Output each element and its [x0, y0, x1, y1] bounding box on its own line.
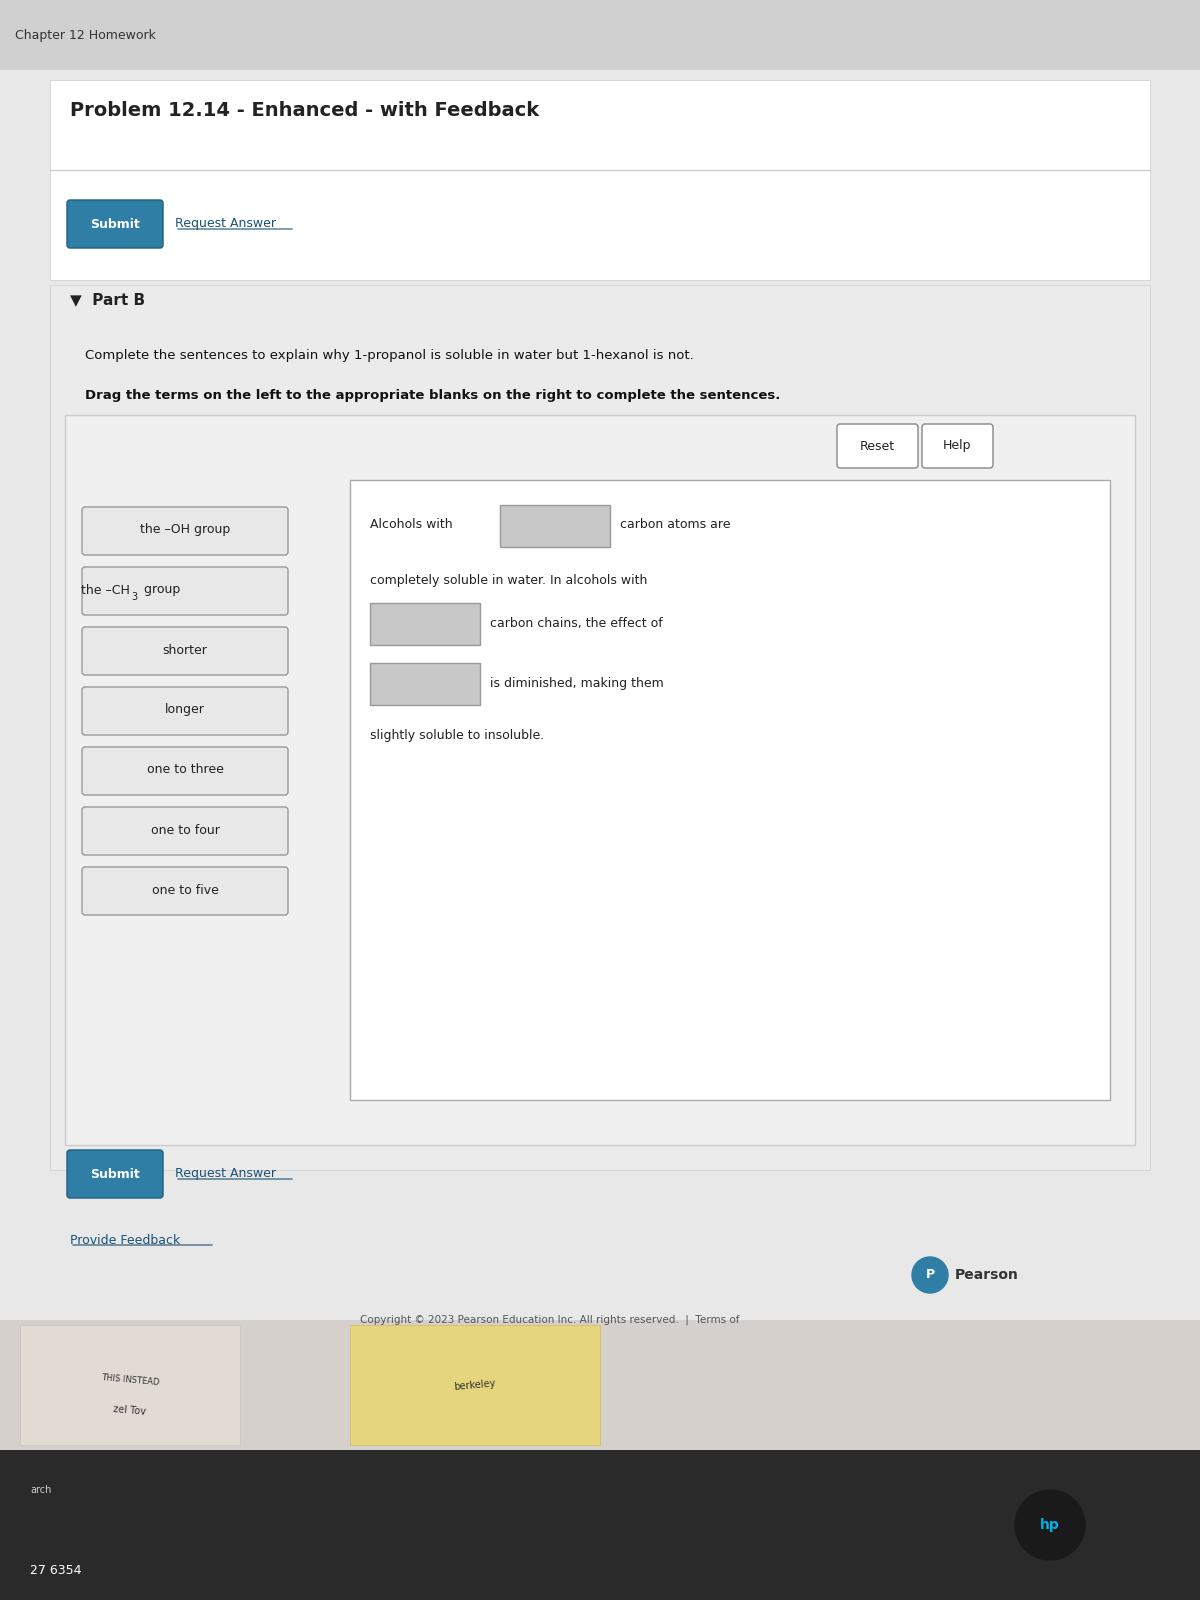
- Text: completely soluble in water. In alcohols with: completely soluble in water. In alcohols…: [370, 573, 647, 587]
- Text: Help: Help: [943, 440, 972, 453]
- FancyBboxPatch shape: [0, 1320, 1200, 1450]
- Text: berkeley: berkeley: [454, 1378, 497, 1392]
- FancyBboxPatch shape: [0, 0, 1200, 70]
- FancyBboxPatch shape: [20, 1325, 240, 1445]
- Text: hp: hp: [1040, 1518, 1060, 1533]
- Text: one to three: one to three: [146, 763, 223, 776]
- Text: 3: 3: [131, 592, 137, 602]
- FancyBboxPatch shape: [82, 507, 288, 555]
- FancyBboxPatch shape: [82, 747, 288, 795]
- FancyBboxPatch shape: [350, 480, 1110, 1101]
- Text: Submit: Submit: [90, 218, 140, 230]
- FancyBboxPatch shape: [82, 806, 288, 854]
- Text: THIS INSTEAD: THIS INSTEAD: [101, 1373, 160, 1387]
- Text: zel Tov: zel Tov: [113, 1403, 146, 1416]
- Text: Reset: Reset: [860, 440, 895, 453]
- Text: Submit: Submit: [90, 1168, 140, 1181]
- FancyBboxPatch shape: [370, 603, 480, 645]
- Text: shorter: shorter: [162, 643, 208, 656]
- FancyBboxPatch shape: [838, 424, 918, 467]
- FancyBboxPatch shape: [50, 285, 1150, 1170]
- Text: Copyright © 2023 Pearson Education Inc. All rights reserved.  |  Terms of: Copyright © 2023 Pearson Education Inc. …: [360, 1315, 739, 1325]
- FancyBboxPatch shape: [67, 200, 163, 248]
- Text: P: P: [925, 1269, 935, 1282]
- Circle shape: [1015, 1490, 1085, 1560]
- Text: Complete the sentences to explain why 1-propanol is soluble in water but 1-hexan: Complete the sentences to explain why 1-…: [85, 349, 694, 362]
- FancyBboxPatch shape: [0, 1450, 1200, 1600]
- Text: the –OH group: the –OH group: [140, 523, 230, 536]
- Text: Request Answer: Request Answer: [175, 218, 276, 230]
- FancyBboxPatch shape: [82, 566, 288, 614]
- FancyBboxPatch shape: [82, 686, 288, 734]
- Text: carbon chains, the effect of: carbon chains, the effect of: [490, 618, 662, 630]
- Text: Problem 12.14 - Enhanced - with Feedback: Problem 12.14 - Enhanced - with Feedback: [70, 101, 539, 120]
- FancyBboxPatch shape: [350, 1325, 600, 1445]
- Text: one to four: one to four: [150, 824, 220, 837]
- FancyBboxPatch shape: [370, 662, 480, 706]
- Text: one to five: one to five: [151, 883, 218, 896]
- Text: is diminished, making them: is diminished, making them: [490, 677, 664, 691]
- FancyBboxPatch shape: [50, 80, 1150, 280]
- FancyBboxPatch shape: [82, 627, 288, 675]
- Text: slightly soluble to insoluble.: slightly soluble to insoluble.: [370, 728, 545, 741]
- Text: Alcohols with: Alcohols with: [370, 518, 452, 531]
- Circle shape: [912, 1258, 948, 1293]
- FancyBboxPatch shape: [500, 506, 610, 547]
- Text: ▼  Part B: ▼ Part B: [70, 293, 145, 307]
- Text: longer: longer: [166, 704, 205, 717]
- Text: group: group: [140, 584, 180, 597]
- FancyBboxPatch shape: [922, 424, 994, 467]
- FancyBboxPatch shape: [65, 414, 1135, 1146]
- Text: Chapter 12 Homework: Chapter 12 Homework: [14, 29, 156, 42]
- Text: the –CH: the –CH: [82, 584, 130, 597]
- Text: Pearson: Pearson: [955, 1267, 1019, 1282]
- Text: Request Answer: Request Answer: [175, 1168, 276, 1181]
- FancyBboxPatch shape: [67, 1150, 163, 1198]
- Text: arch: arch: [30, 1485, 52, 1494]
- Text: Provide Feedback: Provide Feedback: [70, 1234, 180, 1246]
- Text: carbon atoms are: carbon atoms are: [620, 518, 731, 531]
- Text: Drag the terms on the left to the appropriate blanks on the right to complete th: Drag the terms on the left to the approp…: [85, 389, 780, 402]
- Text: 27 6354: 27 6354: [30, 1563, 82, 1576]
- FancyBboxPatch shape: [82, 867, 288, 915]
